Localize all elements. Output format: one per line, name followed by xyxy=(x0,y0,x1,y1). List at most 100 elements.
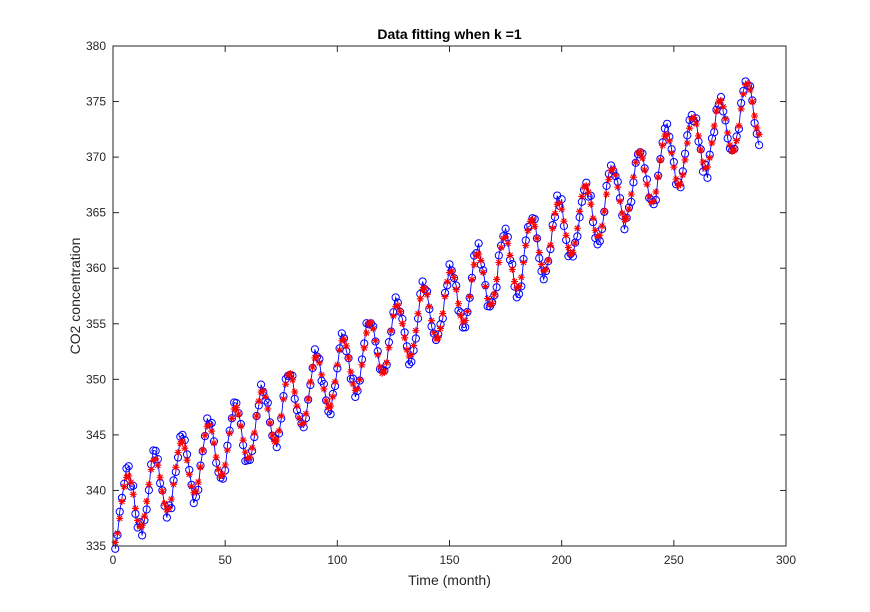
data-point-fitted xyxy=(486,301,494,309)
data-point-fitted xyxy=(152,455,160,463)
data-point-fitted xyxy=(616,197,624,205)
data-point-fitted xyxy=(279,395,287,403)
data-point-fitted xyxy=(190,489,198,497)
data-point-fitted xyxy=(217,472,225,480)
data-point-fitted xyxy=(701,164,709,172)
data-point-fitted xyxy=(333,361,341,369)
data-point-fitted xyxy=(176,439,184,447)
data-point-fitted xyxy=(437,324,445,332)
data-point-fitted xyxy=(223,446,231,454)
data-point-fitted xyxy=(562,231,570,239)
data-point-fitted xyxy=(502,233,510,241)
data-point-fitted xyxy=(712,107,720,115)
data-point-fitted xyxy=(188,482,196,490)
data-point-fitted xyxy=(297,420,305,428)
data-point-fitted xyxy=(726,141,734,149)
data-point-fitted xyxy=(620,216,628,224)
data-point-fitted xyxy=(138,521,146,529)
data-point-fitted xyxy=(266,419,274,427)
x-tick-label: 0 xyxy=(110,553,117,567)
data-point-observed xyxy=(142,505,151,514)
data-point-fitted xyxy=(450,273,458,281)
data-point-fitted xyxy=(318,371,326,379)
data-point-fitted xyxy=(439,310,447,318)
data-point-fitted xyxy=(125,472,133,480)
data-point-fitted xyxy=(555,199,563,207)
data-point-fitted xyxy=(715,98,723,106)
data-point-fitted xyxy=(540,267,548,275)
data-point-fitted xyxy=(735,122,743,130)
data-point-fitted xyxy=(273,436,281,444)
data-point-fitted xyxy=(259,387,267,395)
data-point-fitted xyxy=(443,278,451,286)
data-point-fitted xyxy=(742,81,750,89)
data-point-fitted xyxy=(632,158,640,166)
data-point-observed xyxy=(122,464,131,473)
data-point-fitted xyxy=(327,402,335,410)
data-point-fitted xyxy=(237,422,245,430)
y-tick-label: 350 xyxy=(86,372,106,386)
data-point-observed xyxy=(703,173,712,182)
data-point-fitted xyxy=(463,307,471,315)
data-point-fitted xyxy=(349,380,357,388)
data-point-fitted xyxy=(196,463,204,471)
data-point-fitted xyxy=(194,478,202,486)
data-point-fitted xyxy=(300,419,308,427)
data-point-fitted xyxy=(145,480,153,488)
data-point-fitted xyxy=(248,444,256,452)
data-point-fitted xyxy=(721,115,729,123)
data-point-fitted xyxy=(629,173,637,181)
data-point-fitted xyxy=(515,282,523,290)
data-point-fitted xyxy=(679,171,687,179)
y-tick-label: 375 xyxy=(86,95,106,109)
data-point-fitted xyxy=(134,516,142,524)
data-point-fitted xyxy=(158,487,166,495)
data-point-fitted xyxy=(683,139,691,147)
data-point-fitted xyxy=(423,291,431,299)
data-point-fitted xyxy=(165,504,173,512)
data-point-fitted xyxy=(378,369,386,377)
data-point-observed xyxy=(474,239,483,248)
data-point-fitted xyxy=(122,473,130,481)
series-layer xyxy=(111,77,764,553)
y-tick-label: 335 xyxy=(86,539,106,553)
data-point-observed xyxy=(310,345,319,354)
data-point-fitted xyxy=(405,352,413,360)
data-point-fitted xyxy=(495,259,503,267)
data-point-fitted xyxy=(376,363,384,371)
data-point-fitted xyxy=(293,402,301,410)
data-point-fitted xyxy=(618,209,626,217)
data-point-fitted xyxy=(751,112,759,120)
data-point-fitted xyxy=(309,363,317,371)
data-point-fitted xyxy=(719,103,727,111)
data-point-fitted xyxy=(362,329,370,337)
data-point-fitted xyxy=(239,436,247,444)
data-point-fitted xyxy=(748,98,756,106)
data-point-fitted xyxy=(551,209,559,217)
data-point-fitted xyxy=(578,192,586,200)
data-point-fitted xyxy=(454,300,462,308)
data-point-fitted xyxy=(167,495,175,503)
data-point-fitted xyxy=(753,124,761,132)
data-point-fitted xyxy=(470,261,478,269)
data-point-fitted xyxy=(513,284,521,292)
data-point-fitted xyxy=(271,437,279,445)
data-point-fitted xyxy=(508,265,516,273)
data-point-fitted xyxy=(161,499,169,507)
data-point-fitted xyxy=(360,344,368,352)
chart-title: Data fitting when k =1 xyxy=(377,26,522,42)
data-point-fitted xyxy=(179,438,187,446)
data-point-fitted xyxy=(535,248,543,256)
data-point-fitted xyxy=(477,256,485,264)
data-point-fitted xyxy=(670,163,678,171)
data-point-observed xyxy=(539,275,548,284)
data-point-fitted xyxy=(185,470,193,478)
data-point-fitted xyxy=(461,317,469,325)
data-point-fitted xyxy=(522,241,530,249)
data-point-fitted xyxy=(246,453,254,461)
data-point-observed xyxy=(620,225,629,234)
data-point-fitted xyxy=(582,182,590,190)
data-point-fitted xyxy=(342,342,350,350)
data-point-fitted xyxy=(228,414,236,422)
